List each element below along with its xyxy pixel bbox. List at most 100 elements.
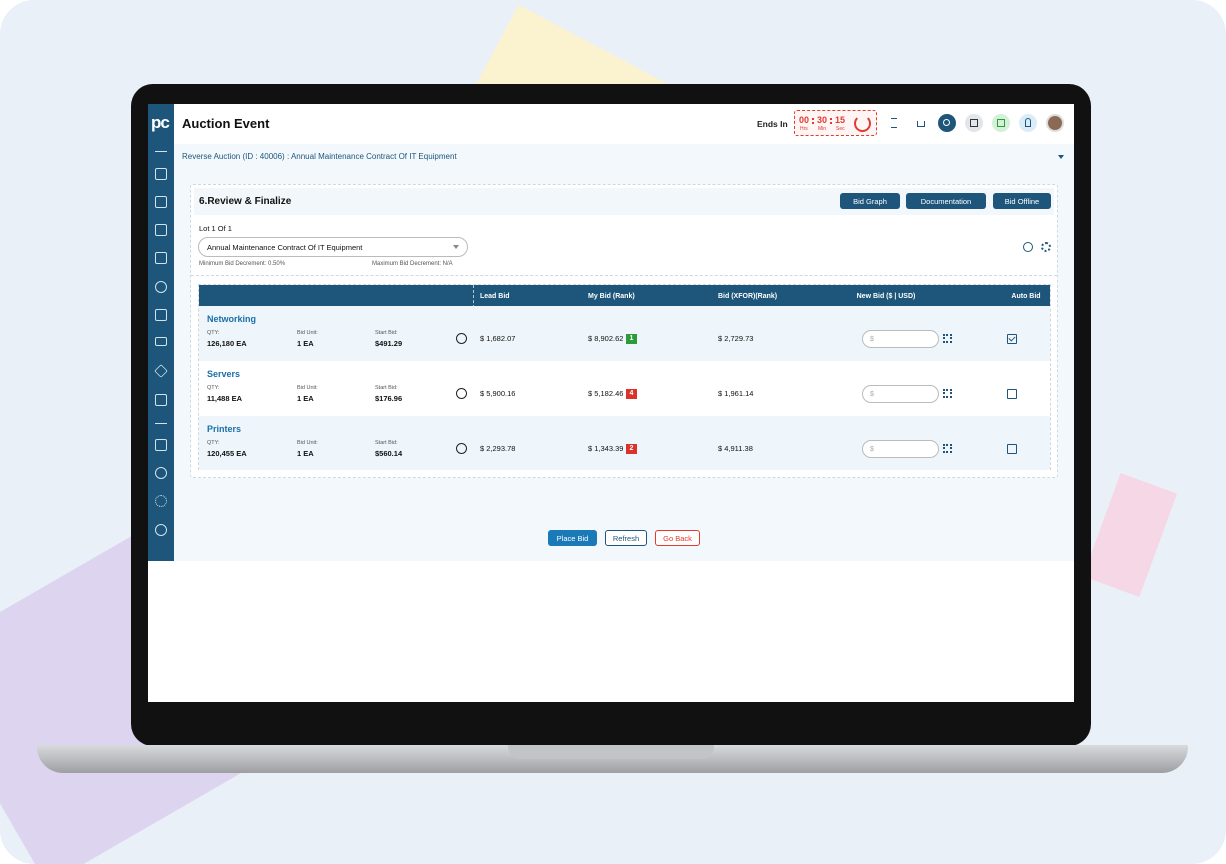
start-bid: $491.29 (375, 339, 403, 348)
lead-bid: $ 2,293.78 (480, 444, 516, 453)
notification-button[interactable] (1019, 114, 1037, 132)
nav-icon[interactable] (155, 394, 167, 406)
sidebar: pc (148, 104, 174, 561)
bid-graph-button[interactable]: Bid Graph (840, 193, 900, 209)
bid-offline-button[interactable]: Bid Offline (993, 193, 1051, 209)
auto-bid-checkbox[interactable] (1007, 444, 1017, 454)
colon (812, 122, 814, 124)
avatar[interactable] (1046, 114, 1064, 132)
settings-icon[interactable] (1041, 242, 1051, 252)
nav-icon[interactable] (154, 364, 168, 378)
info-icon[interactable] (456, 333, 467, 344)
unit: 1 EA (297, 449, 314, 458)
new-bid-input[interactable]: $ (862, 440, 939, 458)
info-icon[interactable] (1023, 242, 1033, 252)
unit-label: Bid Unit: (297, 385, 318, 391)
download-button[interactable] (912, 114, 930, 132)
documentation-button[interactable]: Documentation (906, 193, 986, 209)
item-name[interactable]: Servers (207, 369, 241, 379)
item-name[interactable]: Printers (207, 424, 242, 434)
logo: pc (151, 113, 170, 132)
lot-select-value: Annual Maintenance Contract Of IT Equipm… (207, 243, 363, 252)
nav-icon[interactable] (155, 467, 167, 479)
unit-label: Bid Unit: (297, 330, 318, 336)
qty-label: QTY: (207, 385, 220, 391)
unit: 1 EA (297, 339, 314, 348)
nav-icon[interactable] (155, 337, 167, 346)
new-bid-input[interactable]: $ (862, 385, 939, 403)
start-label: Start Bid: (375, 330, 398, 336)
colon (830, 122, 832, 124)
info-icon[interactable] (456, 443, 467, 454)
lot-label: Lot 1 Of 1 (199, 224, 232, 233)
laptop-notch (508, 745, 714, 759)
collapse-arrow[interactable] (1058, 155, 1064, 162)
card: 6.Review & Finalize Bid Graph Documentat… (190, 184, 1058, 478)
timer-seconds: 15 (835, 115, 846, 125)
screen: pc Auction Event Ends In 00 30 15 Hrs Mi… (148, 104, 1074, 702)
unit: 1 EA (297, 394, 314, 403)
min-decrement: Minimum Bid Decrement: 0.50% (199, 261, 286, 267)
input-placeholder: $ (870, 391, 874, 398)
go-back-button[interactable]: Go Back (655, 530, 700, 546)
calendar-button[interactable] (992, 114, 1010, 132)
select-arrow (453, 245, 459, 252)
lot-select[interactable]: Annual Maintenance Contract Of IT Equipm… (198, 237, 468, 257)
report-button[interactable] (965, 114, 983, 132)
new-bid-input[interactable]: $ (862, 330, 939, 348)
rank-badge: 1 (626, 334, 637, 344)
grid-icon[interactable] (943, 444, 952, 453)
xfor-bid: $ 1,961.14 (718, 389, 754, 398)
my-bid: $ 5,182.46 (588, 389, 624, 398)
timer-label: Ends In (757, 119, 788, 129)
decor (1082, 473, 1178, 597)
item-name[interactable]: Networking (207, 314, 257, 324)
input-placeholder: $ (870, 336, 874, 343)
start-bid: $560.14 (375, 449, 403, 458)
grid-icon[interactable] (943, 334, 952, 343)
nav-icon[interactable] (155, 309, 167, 321)
table-row: Networking QTY: 126,180 EA Bid Unit: 1 EA Sta… (199, 306, 1050, 361)
unit-label: Bid Unit: (297, 440, 318, 446)
bid-table: Lead Bid My Bid (Rank) Bid (XFOR)(Rank) New… (198, 284, 1051, 470)
check-mark (1008, 334, 1016, 342)
nav-icon[interactable] (155, 281, 167, 293)
info-icon[interactable] (456, 388, 467, 399)
refresh-button[interactable]: Refresh (605, 530, 647, 546)
xfor-bid: $ 2,729.73 (718, 334, 754, 343)
start-label: Start Bid: (375, 385, 398, 391)
timer-unit: Sec (836, 126, 845, 132)
timer-unit: Min (818, 126, 827, 132)
auto-bid-checkbox[interactable] (1007, 389, 1017, 399)
qty: 11,488 EA (207, 394, 243, 403)
nav-icon[interactable] (155, 224, 167, 236)
timer-ring (854, 115, 871, 132)
table-row: Printers QTY: 120,455 EA Bid Unit: 1 EA Start… (199, 416, 1050, 470)
nav-icon[interactable] (155, 196, 167, 208)
max-decrement: Maximum Bid Decrement: N/A (372, 261, 453, 267)
column-header: Auto Bid (1011, 293, 1041, 300)
search-button[interactable] (938, 114, 956, 132)
my-bid: $ 1,343.39 (588, 444, 624, 453)
column-header: Lead Bid (480, 293, 510, 300)
divider (155, 423, 167, 424)
nav-icon[interactable] (155, 524, 167, 536)
timer-unit: Hrs (800, 126, 808, 132)
table-header (199, 285, 1050, 306)
nav-icon[interactable] (155, 495, 167, 507)
nav-icon[interactable] (155, 439, 167, 451)
divider (191, 275, 1057, 276)
rank-badge: 2 (626, 444, 637, 454)
nav-icon[interactable] (155, 168, 167, 180)
section-title: 6.Review & Finalize (199, 196, 292, 207)
auto-bid-checkbox[interactable] (1007, 334, 1017, 344)
input-placeholder: $ (870, 446, 874, 453)
place-bid-button[interactable]: Place Bid (548, 530, 597, 546)
qty-label: QTY: (207, 440, 220, 446)
grid-icon[interactable] (943, 389, 952, 398)
table-row: Servers QTY: 11,488 EA Bid Unit: 1 EA Start B… (199, 361, 1050, 416)
nav-icon[interactable] (155, 252, 167, 264)
hourglass-button[interactable] (885, 114, 903, 132)
page-title: Auction Event (182, 116, 270, 131)
